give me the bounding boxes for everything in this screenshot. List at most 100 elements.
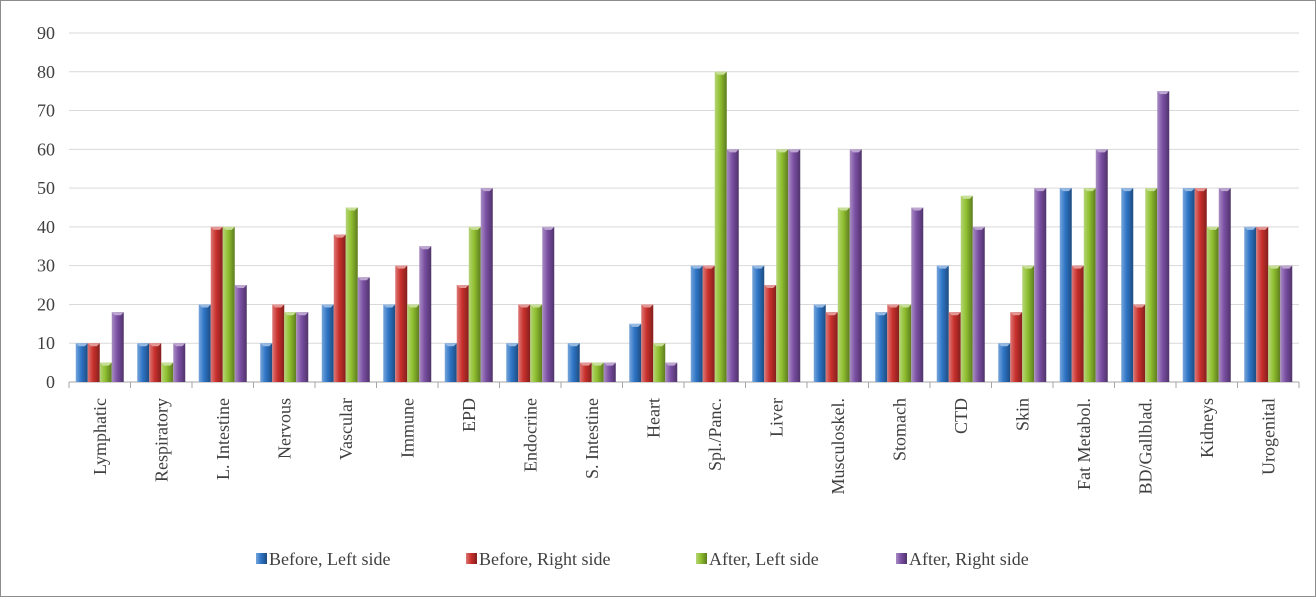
bar-top-bevel [641,304,654,308]
bar-top-bevel [690,265,703,269]
x-tick-label: EPD [459,398,479,432]
bar-before-right-side-bd-gallblad- [1133,304,1146,382]
bar-after-right-side-heart [665,362,678,382]
legend-swatch [466,553,477,564]
legend-swatch [256,553,267,564]
bar-before-right-side-l-intestine [210,226,223,382]
x-tick-label: Vascular [336,398,356,460]
bar-top-bevel [1218,188,1231,192]
y-tick-label: 70 [37,101,55,121]
bar-after-left-side-skin [1022,265,1035,382]
legend-label: After, Left side [709,549,819,569]
bar-top-bevel [1206,226,1219,230]
bar-top-bevel [506,343,519,347]
y-tick-label: 40 [37,217,55,237]
bar-before-left-side-fat-metabol- [1059,188,1072,382]
bar-before-left-side-bd-gallblad- [1121,188,1134,382]
bar-top-bevel [518,304,531,308]
bar-before-left-side-respiratory [137,343,150,382]
bar-after-left-side-immune [407,304,420,382]
bar-top-bevel [542,226,555,230]
y-tick-label: 10 [37,333,55,353]
x-tick-label: Kidneys [1197,398,1217,458]
bar-top-bevel [629,323,642,327]
bar-top-bevel [1268,265,1281,269]
bar-after-right-side-endocrine [542,226,555,382]
bar-before-right-side-skin [1010,312,1023,382]
bar-after-right-side-epd [480,188,493,382]
x-tick-label: Liver [766,398,786,437]
bars [75,71,1293,383]
bar-after-left-side-respiratory [161,362,174,382]
bar-top-bevel [75,343,88,347]
bar-top-bevel [198,304,211,308]
bar-before-right-side-spl-panc- [702,265,715,382]
gridlines [69,32,1299,383]
bar-before-right-side-endocrine [518,304,531,382]
bar-after-left-side-urogenital [1268,265,1281,382]
bar-before-right-side-stomach [887,304,900,382]
bar-top-bevel [936,265,949,269]
bar-before-right-side-nervous [272,304,285,382]
bar-before-right-side-lymphatic [87,343,100,382]
bar-before-left-side-heart [629,323,642,382]
bar-top-bevel [591,362,604,366]
y-tick-label: 90 [37,23,55,43]
x-tick-label: Skin [1012,398,1032,431]
bar-before-left-side-l-intestine [198,304,211,382]
x-tick-label: Nervous [274,398,294,459]
bar-after-left-side-endocrine [530,304,543,382]
bar-after-left-side-fat-metabol- [1083,188,1096,382]
bar-before-left-side-ctd [936,265,949,382]
bar-top-bevel [1194,188,1207,192]
bar-top-bevel [210,226,223,230]
bar-top-bevel [825,312,838,316]
bar-after-left-side-kidneys [1206,226,1219,382]
bar-top-bevel [149,343,162,347]
x-tick-label: CTD [951,398,971,434]
bar-top-bevel [960,195,973,199]
bar-after-left-side-spl-panc- [714,71,727,383]
bar-top-bevel [998,343,1011,347]
bar-before-left-side-endocrine [506,343,519,382]
bar-before-right-side-ctd [948,312,961,382]
bar-after-right-side-ctd [972,226,985,382]
x-tick-label: BD/Gallblad. [1135,398,1155,495]
bar-after-right-side-l-intestine [234,285,247,382]
bar-top-bevel [419,246,432,250]
bar-top-bevel [813,304,826,308]
bar-after-right-side-stomach [911,207,924,382]
bar-before-right-side-heart [641,304,654,382]
bar-top-bevel [764,285,777,289]
bar-top-bevel [653,343,666,347]
bar-before-left-side-urogenital [1244,226,1257,382]
bar-top-bevel [837,207,850,211]
bar-top-bevel [99,362,112,366]
bar-top-bevel [788,149,801,153]
bar-top-bevel [1133,304,1146,308]
bar-top-bevel [87,343,100,347]
bar-top-bevel [603,362,616,366]
bar-top-bevel [444,343,457,347]
bar-after-left-side-nervous [284,312,297,382]
bar-after-left-side-musculoskel- [837,207,850,382]
bar-after-right-side-liver [788,149,801,382]
bar-top-bevel [1010,312,1023,316]
bar-top-bevel [714,71,727,75]
bar-before-left-side-vascular [321,304,334,382]
bar-after-right-side-vascular [357,277,370,382]
legend-label: After, Right side [909,549,1029,569]
legend: Before, Left side Before, Right side After… [256,549,1029,569]
bar-top-bevel [407,304,420,308]
bar-before-right-side-fat-metabol- [1071,265,1084,382]
bar-top-bevel [899,304,912,308]
bar-top-bevel [234,285,247,289]
bar-after-left-side-stomach [899,304,912,382]
bar-before-right-side-musculoskel- [825,312,838,382]
bar-top-bevel [1182,188,1195,192]
bar-top-bevel [948,312,961,316]
bar-after-left-side-l-intestine [222,226,235,382]
bar-after-left-side-s-intestine [591,362,604,382]
bar-top-bevel [849,149,862,153]
